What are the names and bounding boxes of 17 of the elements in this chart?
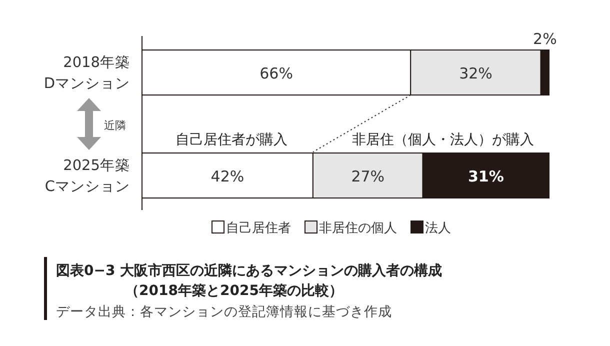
legend-label: 法人: [425, 221, 451, 236]
legend-label: 自己居住者: [226, 221, 291, 236]
text: （2018年築と2025年築の比較）: [125, 283, 343, 299]
y-tick-label: 2025年築 Cマンション: [44, 157, 130, 195]
data-label: 32%: [459, 64, 492, 82]
data-label: 31%: [468, 168, 504, 186]
data-label: 66%: [260, 64, 293, 82]
text: データ出典：各マンションの登記簿情報に基づき作成: [56, 304, 392, 320]
legend-label: 非居住の個人: [319, 221, 397, 236]
text: 図表0−3 大阪市西区の近隣にあるマンションの購入者の構成: [56, 262, 442, 279]
annotation: 非居住（個人・法人）が購入: [352, 132, 534, 148]
data-label: 2%: [533, 30, 557, 48]
data-label: 27%: [351, 168, 385, 186]
annotation: 自己居住者が購入: [175, 132, 288, 148]
data-label: 42%: [210, 168, 244, 186]
text: 近隣: [104, 119, 126, 132]
y-tick-label: 2018年築 Dマンション: [44, 54, 130, 92]
